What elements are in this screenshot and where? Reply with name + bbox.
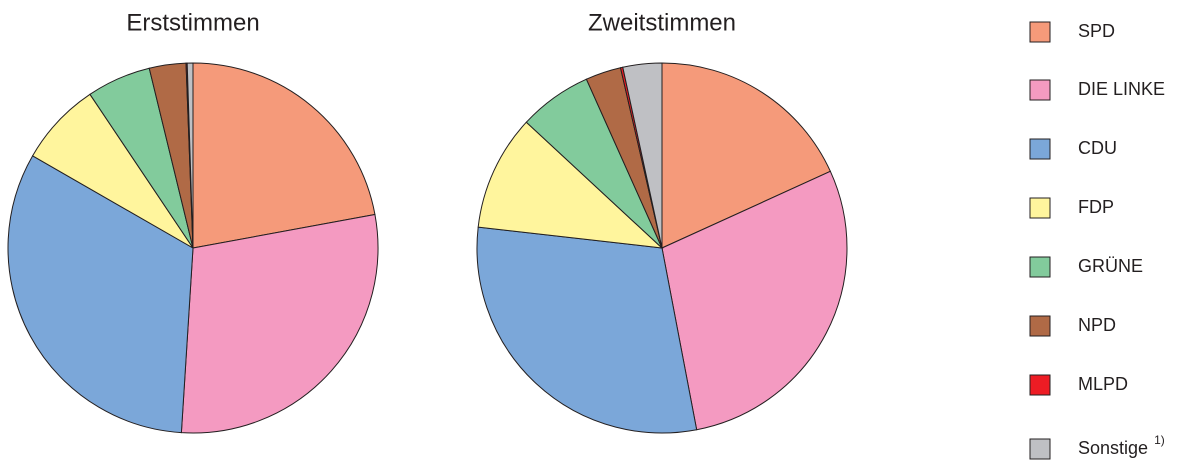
pie-slice	[192, 62, 376, 249]
legend-swatch	[1029, 438, 1051, 460]
legend-swatch	[1029, 374, 1051, 396]
pie-slice	[661, 170, 848, 431]
legend-swatch	[1029, 21, 1051, 43]
legend-swatch	[1029, 256, 1051, 278]
legend-label: NPD	[1078, 315, 1116, 335]
pie-slice	[477, 121, 664, 249]
legend-label: MLPD	[1078, 374, 1128, 394]
pie-slice	[7, 155, 194, 434]
pie-title: Zweitstimmen	[588, 9, 736, 36]
pie-slice	[186, 62, 194, 249]
legend-label: CDU	[1078, 138, 1117, 158]
pie-slice	[476, 226, 698, 434]
legend-swatch	[1029, 79, 1051, 101]
legend-swatch	[1029, 138, 1051, 160]
legend-label: DIE LINKE	[1078, 79, 1165, 99]
legend-swatch	[1029, 197, 1051, 219]
legend-swatch	[1029, 315, 1051, 337]
legend-label: FDP	[1078, 197, 1114, 217]
legend-label: SPD	[1078, 21, 1115, 41]
pie-title: Erststimmen	[126, 9, 259, 36]
legend-footnote: 1)	[1154, 433, 1165, 447]
pie-slice	[180, 213, 379, 434]
pie-slice	[622, 62, 663, 249]
legend-label: GRÜNE	[1078, 256, 1143, 276]
pie-slice	[661, 62, 832, 249]
legend-label: Sonstige	[1078, 438, 1148, 458]
